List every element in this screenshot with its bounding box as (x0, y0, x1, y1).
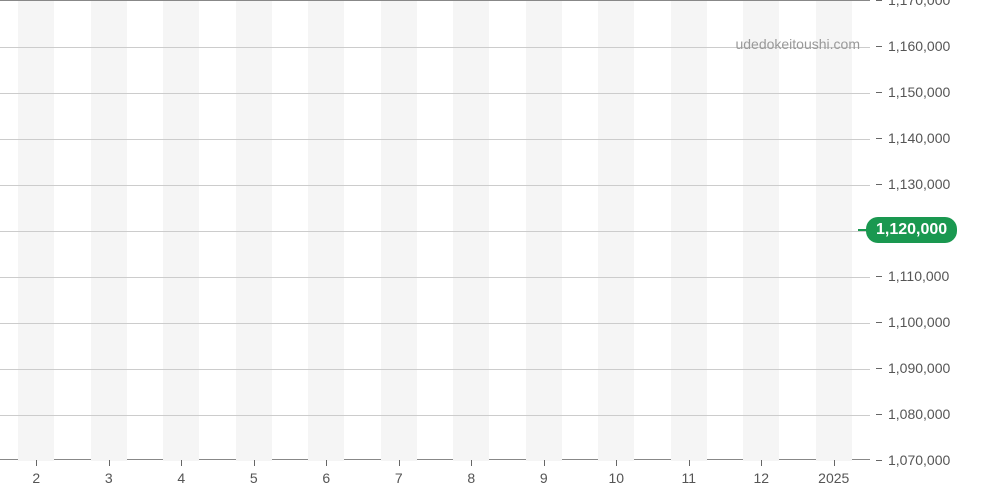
x-axis-label: 10 (608, 470, 624, 486)
x-axis-label: 9 (540, 470, 548, 486)
x-tick (254, 460, 255, 466)
x-axis-label: 12 (753, 470, 769, 486)
y-axis-label: 1,140,000 (888, 130, 950, 146)
h-gridline (0, 369, 870, 370)
y-axis-label: 1,170,000 (888, 0, 950, 8)
y-axis-label: 1,070,000 (888, 452, 950, 468)
h-gridline (0, 277, 870, 278)
y-tick (876, 184, 882, 185)
h-gridline (0, 231, 870, 232)
watermark: udedokeitoushi.com (735, 36, 860, 52)
x-tick (689, 460, 690, 466)
y-tick (876, 276, 882, 277)
h-gridline (0, 185, 870, 186)
x-tick (761, 460, 762, 466)
h-gridline (0, 415, 870, 416)
x-axis-label: 5 (250, 470, 258, 486)
y-tick (876, 46, 882, 47)
y-tick (876, 414, 882, 415)
x-axis-label: 7 (395, 470, 403, 486)
y-tick (876, 368, 882, 369)
x-tick (471, 460, 472, 466)
x-axis-label: 2025 (818, 470, 849, 486)
x-tick (109, 460, 110, 466)
y-axis-label: 1,160,000 (888, 38, 950, 54)
y-tick (876, 92, 882, 93)
x-axis-label: 4 (177, 470, 185, 486)
x-tick (326, 460, 327, 466)
y-axis-label: 1,080,000 (888, 406, 950, 422)
x-tick (399, 460, 400, 466)
h-gridline (0, 139, 870, 140)
x-axis-label: 3 (105, 470, 113, 486)
x-axis-label: 6 (322, 470, 330, 486)
x-tick (544, 460, 545, 466)
plot-area (0, 0, 870, 460)
x-tick (36, 460, 37, 466)
current-value-badge: 1,120,000 (866, 217, 957, 243)
h-gridline (0, 93, 870, 94)
y-axis-label: 1,110,000 (888, 268, 949, 284)
x-axis-label: 11 (681, 470, 696, 486)
y-tick (876, 138, 882, 139)
h-gridline (0, 323, 870, 324)
x-tick (834, 460, 835, 466)
x-tick (181, 460, 182, 466)
y-axis-label: 1,150,000 (888, 84, 950, 100)
y-tick (876, 0, 882, 1)
x-tick (616, 460, 617, 466)
x-axis-label: 2 (32, 470, 40, 486)
y-axis-label: 1,130,000 (888, 176, 950, 192)
y-axis-label: 1,100,000 (888, 314, 950, 330)
y-tick (876, 460, 882, 461)
y-axis-label: 1,090,000 (888, 360, 950, 376)
x-axis-label: 8 (467, 470, 475, 486)
price-chart: udedokeitoushi.com (0, 0, 870, 460)
y-tick (876, 322, 882, 323)
